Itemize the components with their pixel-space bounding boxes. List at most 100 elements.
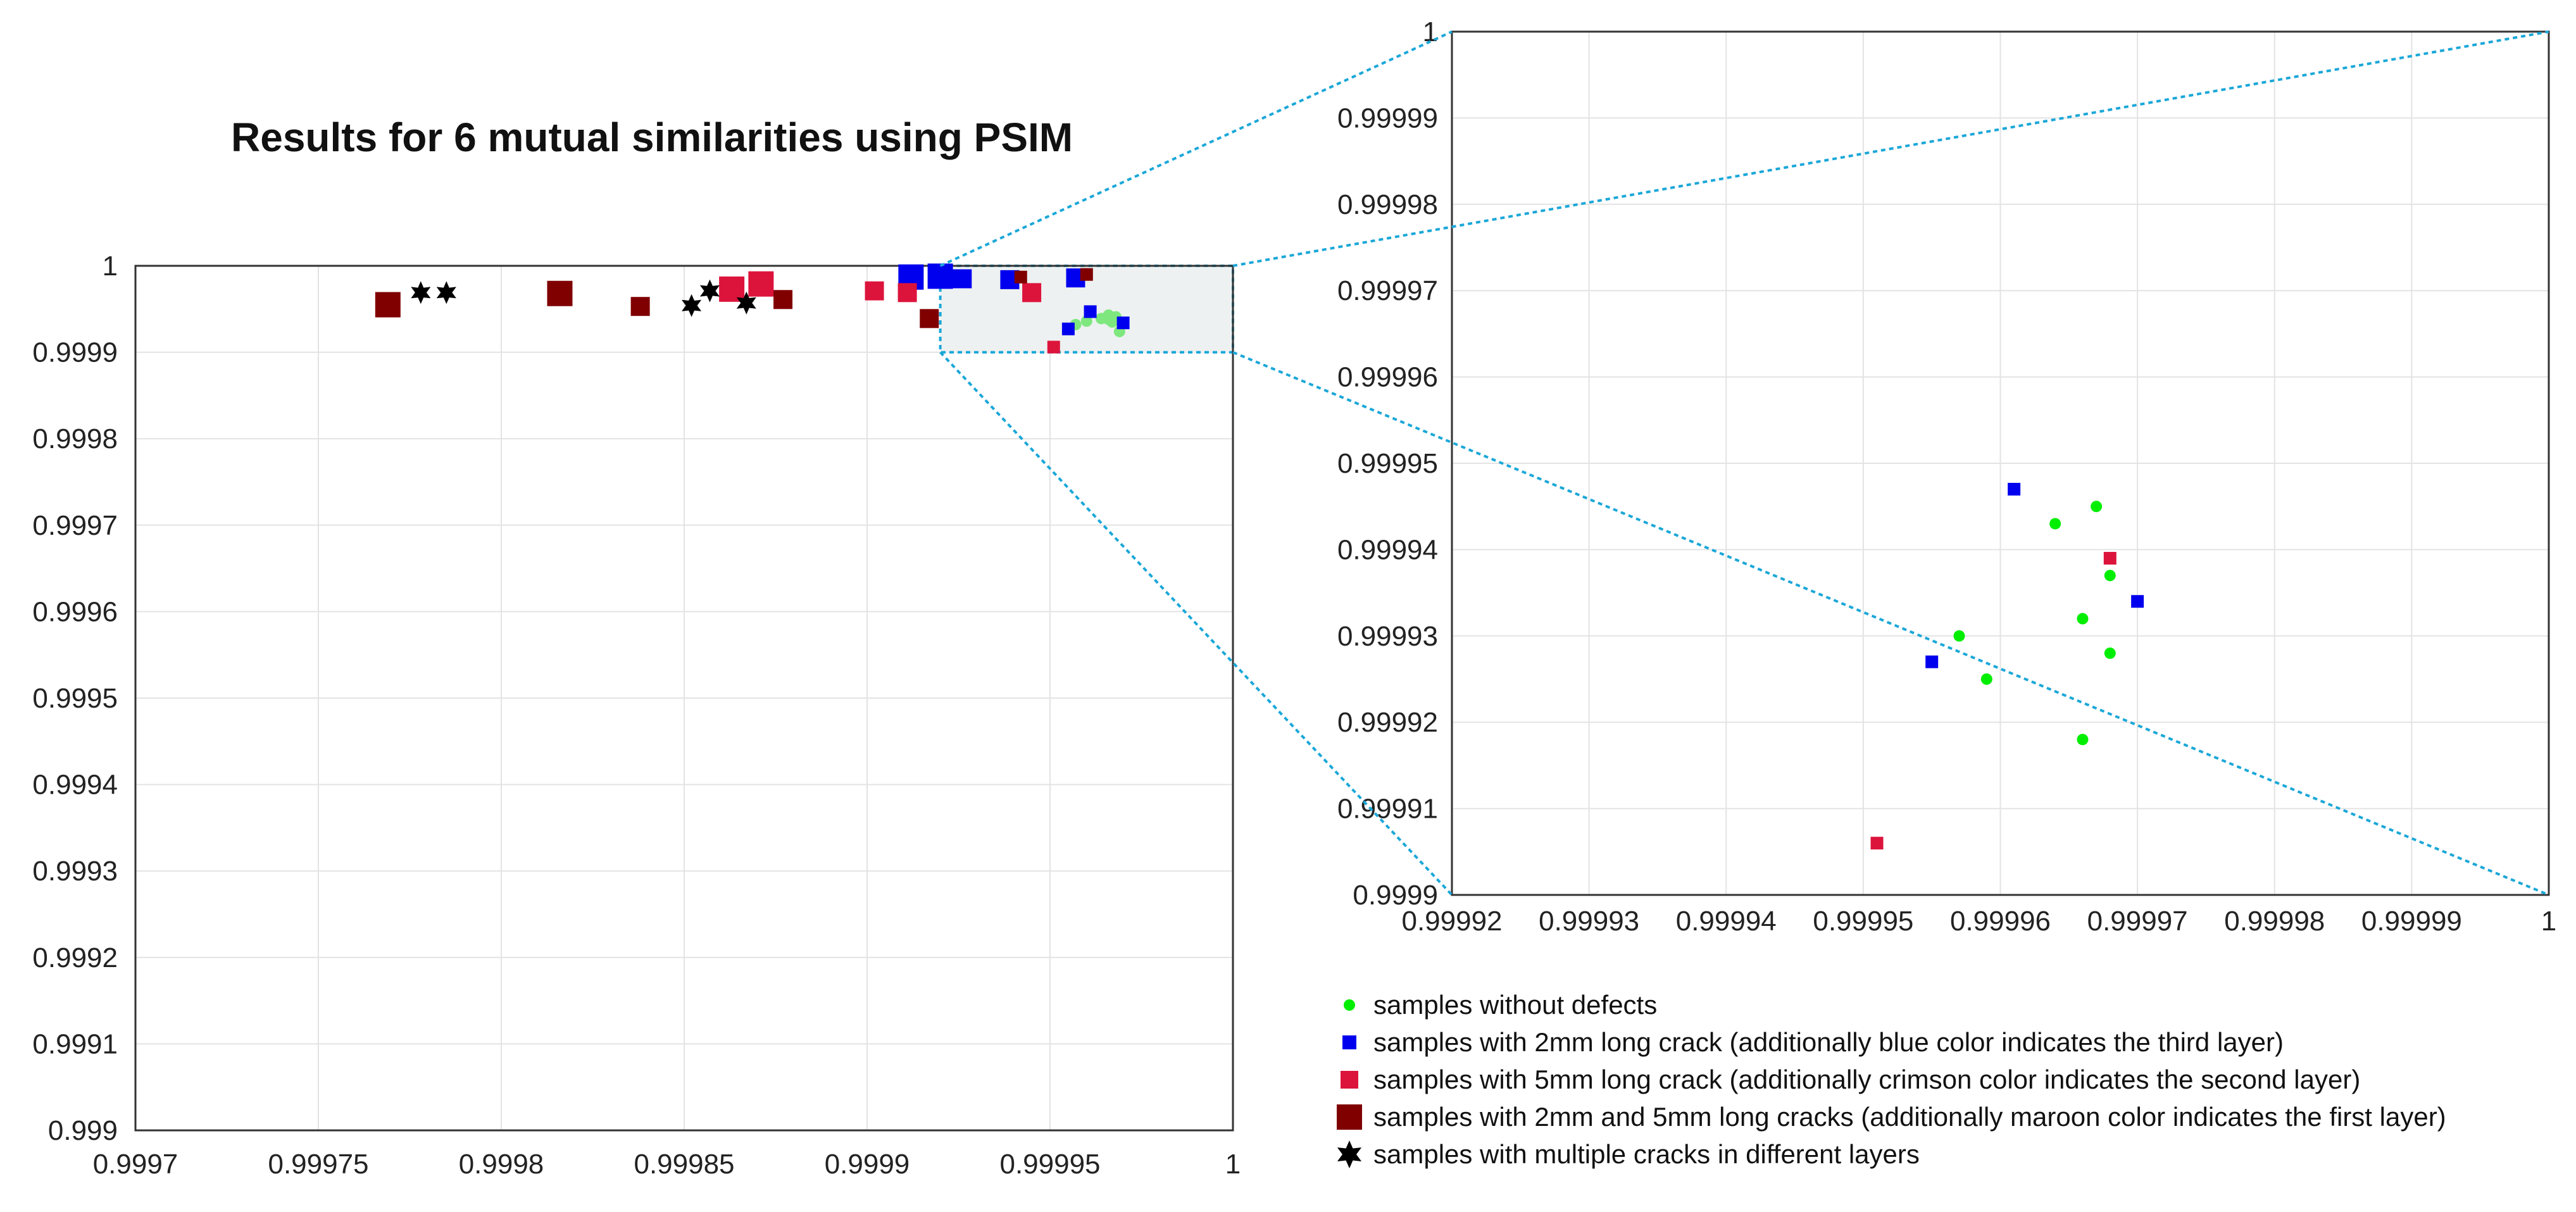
x-tick-label: 0.99992	[1401, 906, 1502, 937]
point-samples-with-5mm-long-crack-additionally	[865, 281, 884, 301]
x-tick-label: 0.99994	[1676, 906, 1777, 937]
x-tick-label: 0.99985	[634, 1149, 734, 1180]
point-samples-with-5mm-long-crack-additionally	[748, 271, 774, 297]
y-tick-label: 0.99992	[1337, 707, 1438, 738]
y-tick-label: 0.9993	[32, 856, 118, 887]
point-samples-with-multiple-cracks-in-differen	[699, 279, 720, 303]
chart-title: Results for 6 mutual similarities using …	[231, 115, 1073, 160]
x-tick-label: 0.99998	[2224, 906, 2325, 937]
point-samples-with-2mm-long-crack-additionally	[2131, 595, 2144, 608]
point-samples-with-2mm-long-crack-additionally	[952, 270, 965, 283]
point-samples-with-2mm-and-5mm-long-cracks-add	[375, 292, 401, 318]
point-samples-without-defects	[2077, 734, 2089, 746]
y-tick-label: 0.99994	[1337, 534, 1438, 565]
zoom-plot: 0.99992 0.99993 0.99994 0.99995 0.99996 0.999…	[1337, 16, 2556, 937]
y-tick-label: 0.99991	[1337, 794, 1438, 825]
legend-marker-square	[1341, 1071, 1358, 1089]
x-tick-label: 0.9999	[825, 1149, 910, 1180]
legend-label: samples without defects	[1373, 990, 1657, 1020]
point-samples-with-2mm-long-crack-additionally	[1116, 316, 1130, 330]
point-samples-with-multiple-cracks-in-differen	[436, 281, 456, 304]
y-tick-label: 0.99995	[1337, 448, 1438, 479]
point-samples-with-2mm-and-5mm-long-cracks-add	[1080, 268, 1093, 281]
x-tick-label: 0.99975	[268, 1149, 368, 1180]
x-tick-label: 0.99999	[2361, 906, 2462, 937]
point-samples-with-multiple-cracks-in-differen	[736, 291, 756, 315]
point-samples-without-defects	[2104, 647, 2116, 659]
point-samples-without-defects	[2104, 570, 2116, 582]
zoom-connector-line	[939, 351, 1453, 896]
point-samples-with-2mm-long-crack-additionally	[1084, 305, 1097, 318]
zoom-connector-line	[1232, 30, 2549, 267]
legend-marker-dot	[1344, 999, 1355, 1011]
x-tick-label: 0.9998	[459, 1149, 544, 1180]
legend-item: samples with multiple cracks in differen…	[1337, 1139, 1920, 1169]
point-samples-with-5mm-long-crack-additionally	[1047, 340, 1060, 354]
point-samples-with-5mm-long-crack-additionally	[1022, 283, 1042, 303]
x-tick-label: 0.99995	[1813, 906, 1913, 937]
y-tick-label: 0.9996	[32, 596, 118, 627]
y-tick-label: 0.9997	[32, 510, 118, 541]
x-tick-label: 0.9997	[93, 1149, 178, 1180]
y-tick-label: 0.9998	[32, 423, 118, 454]
point-samples-without-defects	[1080, 315, 1092, 327]
legend-label: samples with 5mm long crack (additionall…	[1373, 1065, 2360, 1094]
x-tick-label: 1	[1225, 1149, 1241, 1180]
point-samples-without-defects	[1953, 630, 1965, 642]
y-tick-label: 0.999	[48, 1115, 118, 1146]
x-tick-label: 0.99996	[1950, 906, 2051, 937]
legend-label: samples with multiple cracks in differen…	[1373, 1139, 1920, 1169]
point-samples-with-5mm-long-crack-additionally	[2103, 552, 2116, 565]
point-samples-with-2mm-and-5mm-long-cracks-add	[547, 280, 573, 306]
point-samples-with-2mm-long-crack-additionally	[2008, 482, 2021, 496]
y-tick-label: 0.99993	[1337, 621, 1438, 652]
y-tick-label: 0.9991	[32, 1028, 118, 1059]
y-tick-label: 0.9999	[1353, 880, 1438, 911]
point-samples-with-5mm-long-crack-additionally	[897, 283, 917, 303]
point-samples-with-multiple-cracks-in-differen	[682, 294, 702, 317]
y-tick-label: 0.99999	[1337, 103, 1438, 134]
legend-item: samples with 2mm long crack (additionall…	[1342, 1027, 2284, 1057]
y-tick-label: 0.9999	[32, 337, 118, 368]
y-tick-label: 0.9992	[32, 942, 118, 973]
legend-item: samples without defects	[1344, 990, 1657, 1020]
legend-marker-square	[1342, 1035, 1356, 1049]
main-plot: 0.9997 0.99975 0.9998 0.99985 0.9999 0.99995 1…	[32, 251, 1241, 1180]
point-samples-without-defects	[1980, 673, 1992, 685]
point-samples-with-2mm-and-5mm-long-cracks-add	[1014, 270, 1027, 284]
point-samples-without-defects	[1103, 313, 1115, 325]
point-samples-with-2mm-and-5mm-long-cracks-add	[773, 290, 793, 309]
point-samples-with-2mm-and-5mm-long-cracks-add	[630, 297, 650, 316]
x-tick-label: 0.99995	[999, 1149, 1100, 1180]
legend-item: samples with 2mm and 5mm long cracks (ad…	[1337, 1102, 2446, 1132]
legend-label: samples with 2mm long crack (additionall…	[1373, 1027, 2284, 1057]
legend-item: samples with 5mm long crack (additionall…	[1341, 1065, 2360, 1094]
point-samples-with-2mm-and-5mm-long-cracks-add	[920, 309, 939, 328]
point-samples-with-5mm-long-crack-additionally	[1870, 837, 1884, 850]
axes-frame	[134, 265, 1234, 1132]
point-samples-with-multiple-cracks-in-differen	[411, 281, 431, 304]
zoom-connector-line	[1232, 351, 2549, 896]
y-tick-label: 0.99996	[1337, 362, 1438, 393]
legend-label: samples with 2mm and 5mm long cracks (ad…	[1373, 1102, 2446, 1132]
x-tick-label: 0.99997	[2087, 906, 2188, 937]
point-samples-with-2mm-long-crack-additionally	[927, 263, 953, 289]
point-samples-with-2mm-long-crack-additionally	[1061, 322, 1075, 335]
legend-marker-star	[1337, 1140, 1362, 1168]
axes-frame	[1451, 30, 2550, 896]
y-tick-label: 0.9995	[32, 683, 118, 714]
x-tick-label: 0.99993	[1539, 906, 1639, 937]
zoom-connector-line	[939, 30, 1453, 267]
y-tick-label: 0.99997	[1337, 275, 1438, 306]
point-samples-without-defects	[2077, 613, 2089, 625]
y-tick-label: 1	[103, 251, 118, 282]
y-tick-label: 0.99998	[1337, 189, 1438, 220]
point-samples-with-2mm-long-crack-additionally	[1925, 655, 1939, 668]
point-samples-without-defects	[2091, 501, 2103, 513]
x-tick-label: 1	[2541, 906, 2556, 937]
point-samples-without-defects	[2049, 518, 2061, 530]
legend: samples without defects samples with 2mm …	[1337, 990, 2446, 1169]
point-samples-with-5mm-long-crack-additionally	[719, 276, 745, 302]
